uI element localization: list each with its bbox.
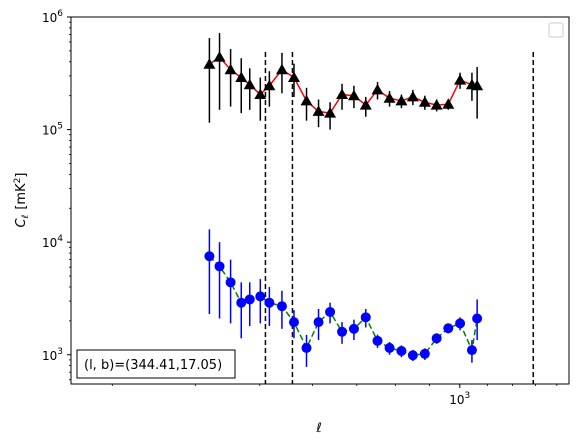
marker-0-10 [312, 105, 325, 116]
marker-1-0 [204, 251, 215, 262]
series-layer [203, 33, 484, 367]
marker-0-20 [430, 99, 443, 110]
marker-1-23 [466, 345, 477, 356]
marker-1-22 [455, 318, 466, 329]
marker-0-4 [243, 78, 256, 90]
marker-1-12 [337, 326, 348, 337]
marker-0-19 [418, 96, 431, 107]
marker-1-19 [419, 348, 430, 359]
marker-1-10 [313, 317, 324, 328]
series-0 [203, 33, 484, 130]
marker-0-6 [263, 79, 276, 91]
marker-0-24 [471, 79, 484, 91]
annotation-frame [76, 349, 236, 379]
y-tick-label-2: 105 [42, 122, 63, 138]
marker-0-13 [347, 89, 360, 101]
marker-1-24 [472, 313, 483, 324]
marker-1-9 [301, 342, 312, 353]
marker-1-2 [225, 277, 236, 288]
marker-1-16 [384, 342, 395, 353]
marker-1-8 [288, 317, 299, 328]
series-1 [204, 229, 483, 367]
marker-1-1 [214, 261, 225, 272]
marker-0-0 [203, 58, 216, 69]
marker-1-3 [236, 297, 247, 308]
x-tick-label-0: 103 [449, 391, 470, 407]
marker-0-16 [383, 92, 396, 103]
vlines [264, 52, 535, 384]
marker-0-2 [224, 63, 237, 75]
marker-0-8 [287, 71, 300, 83]
marker-0-7 [275, 63, 288, 75]
marker-0-11 [324, 107, 337, 118]
marker-0-9 [300, 94, 313, 106]
plot-area [203, 33, 535, 384]
marker-1-5 [255, 291, 266, 302]
annotation-box: (l, b)=(344.41,17.05) [76, 349, 236, 379]
marker-0-17 [395, 94, 408, 106]
ticks [67, 16, 558, 388]
marker-0-18 [406, 90, 419, 102]
marker-1-20 [431, 333, 442, 344]
marker-1-18 [407, 350, 418, 361]
marker-0-22 [454, 74, 467, 85]
marker-1-13 [348, 323, 359, 334]
marker-0-12 [336, 88, 349, 99]
marker-1-17 [396, 346, 407, 357]
marker-1-14 [360, 312, 371, 323]
marker-1-6 [264, 297, 275, 308]
marker-1-15 [372, 335, 383, 346]
marker-1-7 [276, 301, 287, 312]
marker-1-11 [325, 306, 336, 317]
marker-1-21 [443, 323, 454, 334]
marker-0-15 [371, 83, 384, 95]
marker-0-3 [235, 71, 248, 83]
axes-frame [70, 16, 570, 385]
y-tick-label-0: 103 [42, 347, 63, 363]
y-axis-label: Cℓ[mK2] [13, 173, 31, 228]
x-axis-label: ℓ [315, 421, 321, 436]
marker-1-4 [244, 294, 255, 305]
marker-0-5 [254, 88, 267, 99]
y-tick-label-3: 106 [42, 9, 63, 25]
marker-0-14 [359, 99, 372, 110]
marker-0-1 [213, 51, 226, 62]
tick-labels: 103 104 105 106 103 [42, 9, 470, 407]
annotation-text: (l, b)=(344.41,17.05) [84, 358, 222, 373]
y-tick-label-1: 104 [42, 234, 63, 250]
marker-0-21 [442, 98, 455, 109]
legend-box [548, 22, 564, 38]
legend [548, 22, 564, 38]
